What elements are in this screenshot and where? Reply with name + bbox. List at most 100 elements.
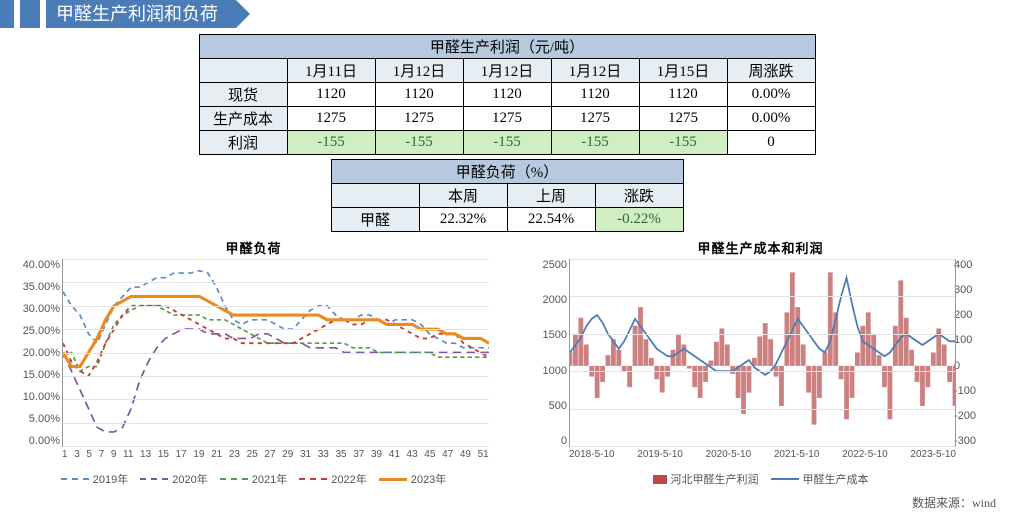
cost-chart-yaxis-right: 4003002001000-100-200-300: [954, 259, 1000, 447]
profit-bar: [600, 366, 605, 382]
profit-cell: 0: [727, 131, 815, 155]
cost-ytick-left: 2500: [521, 259, 567, 271]
load-xtick: 29: [282, 449, 293, 469]
load-cell-0: 22.32%: [419, 208, 507, 232]
profit-bar: [768, 339, 773, 366]
profit-bar: [801, 344, 806, 365]
profit-bar: [925, 366, 930, 387]
tables-container: 甲醛生产利润（元/吨） 1月11日 1月12日 1月12日 1月12日 1月15…: [0, 34, 1014, 232]
gridline: [63, 423, 489, 424]
cost-xtick: 2019-5-10: [637, 449, 683, 469]
legend-item: 2021年: [220, 471, 287, 487]
gridline: [63, 399, 489, 400]
profit-bar: [947, 366, 952, 382]
cost-ytick-right: 100: [954, 334, 1000, 346]
load-xtick: 17: [176, 449, 187, 469]
legend-label: 2023年: [411, 471, 446, 487]
gridline: [570, 296, 955, 297]
legend-swatch: [653, 475, 667, 484]
legend-label: 2021年: [252, 471, 287, 487]
load-ytick: 15.00%: [14, 369, 60, 381]
profit-bar: [866, 312, 871, 365]
profit-cell: 1275: [551, 107, 639, 131]
cost-xtick: 2020-5-10: [706, 449, 752, 469]
profit-bar: [573, 334, 578, 366]
profit-cell: 1120: [463, 83, 551, 107]
cost-ytick-left: 1500: [521, 329, 567, 341]
legend-item: 2023年: [379, 471, 446, 487]
load-xtick: 23: [229, 449, 240, 469]
load-xtick: 9: [111, 449, 117, 469]
cost-ytick-right: 300: [954, 284, 1000, 296]
load-xtick: 41: [389, 449, 400, 469]
legend-item: 2022年: [299, 471, 366, 487]
profit-table-corner: [199, 59, 287, 83]
cost-chart-plot: [569, 259, 956, 447]
banner-accent-2: [20, 0, 40, 28]
profit-table: 甲醛生产利润（元/吨） 1月11日 1月12日 1月12日 1月12日 1月15…: [199, 34, 816, 155]
load-table-title: 甲醛负荷（%）: [331, 160, 683, 184]
load-xtick: 33: [318, 449, 329, 469]
legend-swatch: [379, 478, 407, 481]
profit-bar: [578, 318, 583, 366]
profit-cell: -155: [375, 131, 463, 155]
cost-chart-title: 甲醛生产成本和利润: [521, 238, 1000, 257]
profit-bar: [644, 339, 649, 366]
profit-bar: [909, 350, 914, 366]
cost-xtick: 2022-5-10: [842, 449, 888, 469]
legend-swatch: [220, 478, 248, 480]
cost-chart-area: 25002000150010005000 4003002001000-100-2…: [521, 259, 1000, 469]
profit-bar: [790, 272, 795, 366]
data-source-label: 数据来源：wind: [912, 494, 996, 511]
profit-bar: [795, 307, 800, 366]
load-chart-xaxis: 1357911131517192123252729313335373941434…: [62, 449, 489, 469]
legend-swatch: [771, 478, 799, 480]
profit-date-1: 1月12日: [375, 59, 463, 83]
load-chart-plot: [62, 259, 489, 447]
profit-date-5: 周涨跌: [727, 59, 815, 83]
load-ytick: 10.00%: [14, 391, 60, 403]
legend-swatch: [61, 478, 89, 480]
profit-cell: 1120: [639, 83, 727, 107]
profit-cell: 0.00%: [727, 83, 815, 107]
load-xtick: 3: [74, 449, 80, 469]
profit-bar: [839, 366, 844, 379]
profit-cell: -155: [463, 131, 551, 155]
profit-row-label: 现货: [199, 83, 287, 107]
load-chart-area: 40.00%35.00%30.00%25.00%20.00%15.00%10.0…: [14, 259, 493, 469]
load-xtick: 11: [123, 449, 133, 469]
legend-label: 河北甲醛生产利润: [671, 471, 759, 487]
legend-item: 甲醛生产成本: [771, 471, 869, 487]
legend-item: 河北甲醛生产利润: [653, 471, 759, 487]
load-xtick: 39: [371, 449, 382, 469]
profit-bar: [855, 353, 860, 366]
profit-bar: [812, 366, 817, 425]
profit-cell: 1275: [287, 107, 375, 131]
load-xtick: 1: [62, 449, 68, 469]
load-xtick: 35: [335, 449, 346, 469]
gridline: [570, 334, 955, 335]
load-xtick: 51: [478, 449, 489, 469]
profit-bar: [649, 358, 654, 366]
profit-bar: [860, 326, 865, 366]
profit-cell: 0.00%: [727, 107, 815, 131]
load-xtick: 13: [140, 449, 151, 469]
load-xtick: 49: [460, 449, 471, 469]
load-xtick: 45: [424, 449, 435, 469]
load-xtick: 21: [211, 449, 222, 469]
load-xtick: 43: [407, 449, 418, 469]
profit-cell: 1275: [375, 107, 463, 131]
profit-cell: -155: [639, 131, 727, 155]
load-ytick: 30.00%: [14, 303, 60, 315]
legend-item: 2020年: [140, 471, 207, 487]
profit-cell: 1120: [287, 83, 375, 107]
profit-bar: [741, 366, 746, 414]
profit-row-label: 生产成本: [199, 107, 287, 131]
profit-bar: [822, 353, 827, 366]
profit-row-label: 利润: [199, 131, 287, 155]
profit-bar: [687, 366, 692, 369]
profit-bar: [904, 318, 909, 366]
cost-ytick-right: -300: [954, 435, 1000, 447]
profit-bar: [692, 366, 697, 387]
load-series-line: [63, 296, 489, 366]
